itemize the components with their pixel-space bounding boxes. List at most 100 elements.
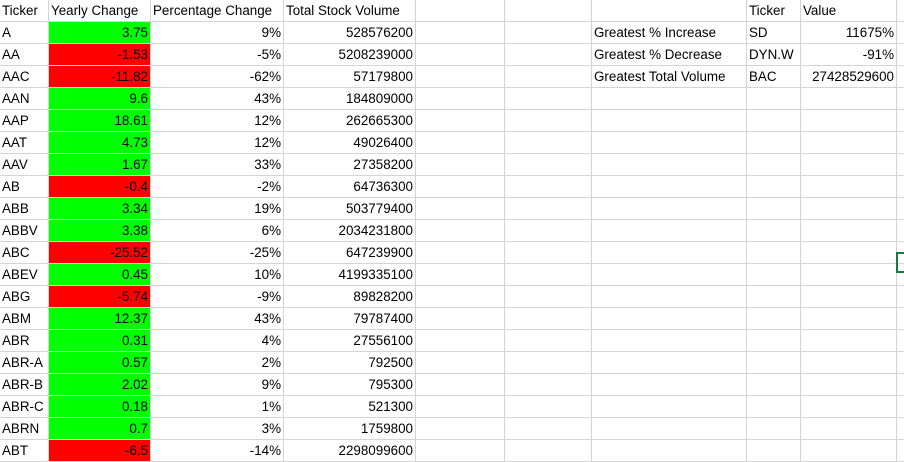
ticker-cell[interactable]: AAV [0, 154, 49, 176]
empty-cell[interactable] [592, 0, 747, 22]
empty-cell[interactable] [592, 176, 747, 198]
ticker-cell[interactable]: ABR-A [0, 352, 49, 374]
empty-cell[interactable] [416, 330, 505, 352]
empty-cell[interactable] [747, 176, 801, 198]
empty-cell[interactable] [592, 88, 747, 110]
percentage-change-cell[interactable]: -62% [151, 66, 284, 88]
empty-cell[interactable] [416, 440, 505, 462]
summary-value-cell[interactable]: 27428529600 [801, 66, 897, 88]
ticker-cell[interactable]: AAT [0, 132, 49, 154]
empty-cell[interactable] [592, 330, 747, 352]
yearly-change-cell[interactable]: -5.74 [49, 286, 151, 308]
empty-cell[interactable] [801, 176, 897, 198]
percentage-change-cell[interactable]: 33% [151, 154, 284, 176]
percentage-change-cell[interactable]: 10% [151, 264, 284, 286]
empty-cell[interactable] [416, 0, 505, 22]
empty-cell[interactable] [897, 220, 904, 242]
empty-cell[interactable] [801, 286, 897, 308]
ticker-cell[interactable]: ABG [0, 286, 49, 308]
summary-value-cell[interactable]: -91% [801, 44, 897, 66]
empty-cell[interactable] [592, 110, 747, 132]
percentage-change-cell[interactable]: -9% [151, 286, 284, 308]
total-volume-cell[interactable]: 2298099600 [284, 440, 416, 462]
empty-cell[interactable] [897, 132, 904, 154]
total-volume-cell[interactable]: 795300 [284, 374, 416, 396]
empty-cell[interactable] [801, 418, 897, 440]
yearly-change-cell[interactable]: 3.34 [49, 198, 151, 220]
empty-cell[interactable] [592, 418, 747, 440]
yearly-change-cell[interactable]: 2.02 [49, 374, 151, 396]
empty-cell[interactable] [505, 330, 592, 352]
yearly-change-cell[interactable]: 4.73 [49, 132, 151, 154]
empty-cell[interactable] [416, 396, 505, 418]
total-volume-cell[interactable]: 27358200 [284, 154, 416, 176]
ticker-cell[interactable]: AB [0, 176, 49, 198]
empty-cell[interactable] [897, 198, 904, 220]
empty-cell[interactable] [801, 374, 897, 396]
yearly-change-cell[interactable]: -1.53 [49, 44, 151, 66]
summary-value-cell[interactable]: 11675% [801, 22, 897, 44]
empty-cell[interactable] [505, 440, 592, 462]
yearly-change-cell[interactable]: -0.4 [49, 176, 151, 198]
yearly-change-cell[interactable]: 9.6 [49, 88, 151, 110]
total-volume-cell[interactable]: 503779400 [284, 198, 416, 220]
empty-cell[interactable] [897, 22, 904, 44]
empty-cell[interactable] [416, 110, 505, 132]
empty-cell[interactable] [897, 176, 904, 198]
total-volume-cell[interactable]: 49026400 [284, 132, 416, 154]
empty-cell[interactable] [505, 0, 592, 22]
ticker-cell[interactable]: A [0, 22, 49, 44]
empty-cell[interactable] [416, 418, 505, 440]
empty-cell[interactable] [505, 418, 592, 440]
ticker-cell[interactable]: ABR-C [0, 396, 49, 418]
ticker-cell[interactable]: AA [0, 44, 49, 66]
percentage-change-cell[interactable]: -5% [151, 44, 284, 66]
empty-cell[interactable] [505, 352, 592, 374]
summary-label-cell[interactable]: Greatest % Decrease [592, 44, 747, 66]
empty-cell[interactable] [505, 154, 592, 176]
percentage-change-cell[interactable]: -2% [151, 176, 284, 198]
yearly-change-cell[interactable]: 0.57 [49, 352, 151, 374]
column-header[interactable]: Percentage Change [151, 0, 284, 22]
empty-cell[interactable] [505, 110, 592, 132]
ticker-cell[interactable]: AAP [0, 110, 49, 132]
percentage-change-cell[interactable]: 12% [151, 132, 284, 154]
percentage-change-cell[interactable]: 9% [151, 22, 284, 44]
percentage-change-cell[interactable]: -25% [151, 242, 284, 264]
summary-header-ticker[interactable]: Ticker [747, 0, 801, 22]
empty-cell[interactable] [897, 330, 904, 352]
empty-cell[interactable] [505, 22, 592, 44]
total-volume-cell[interactable]: 184809000 [284, 88, 416, 110]
empty-cell[interactable] [897, 44, 904, 66]
empty-cell[interactable] [747, 220, 801, 242]
empty-cell[interactable] [416, 286, 505, 308]
percentage-change-cell[interactable]: 9% [151, 374, 284, 396]
ticker-cell[interactable]: ABR-B [0, 374, 49, 396]
empty-cell[interactable] [592, 440, 747, 462]
empty-cell[interactable] [416, 308, 505, 330]
total-volume-cell[interactable]: 1759800 [284, 418, 416, 440]
empty-cell[interactable] [801, 110, 897, 132]
empty-cell[interactable] [505, 132, 592, 154]
empty-cell[interactable] [592, 396, 747, 418]
empty-cell[interactable] [592, 352, 747, 374]
ticker-cell[interactable]: AAN [0, 88, 49, 110]
ticker-cell[interactable]: ABEV [0, 264, 49, 286]
empty-cell[interactable] [747, 110, 801, 132]
yearly-change-cell[interactable]: -11.82 [49, 66, 151, 88]
empty-cell[interactable] [592, 242, 747, 264]
percentage-change-cell[interactable]: 2% [151, 352, 284, 374]
total-volume-cell[interactable]: 5208239000 [284, 44, 416, 66]
empty-cell[interactable] [592, 198, 747, 220]
empty-cell[interactable] [416, 66, 505, 88]
empty-cell[interactable] [592, 220, 747, 242]
column-header[interactable]: Yearly Change [49, 0, 151, 22]
percentage-change-cell[interactable]: 4% [151, 330, 284, 352]
empty-cell[interactable] [801, 88, 897, 110]
empty-cell[interactable] [897, 286, 904, 308]
empty-cell[interactable] [416, 22, 505, 44]
empty-cell[interactable] [801, 132, 897, 154]
empty-cell[interactable] [505, 220, 592, 242]
empty-cell[interactable] [801, 242, 897, 264]
